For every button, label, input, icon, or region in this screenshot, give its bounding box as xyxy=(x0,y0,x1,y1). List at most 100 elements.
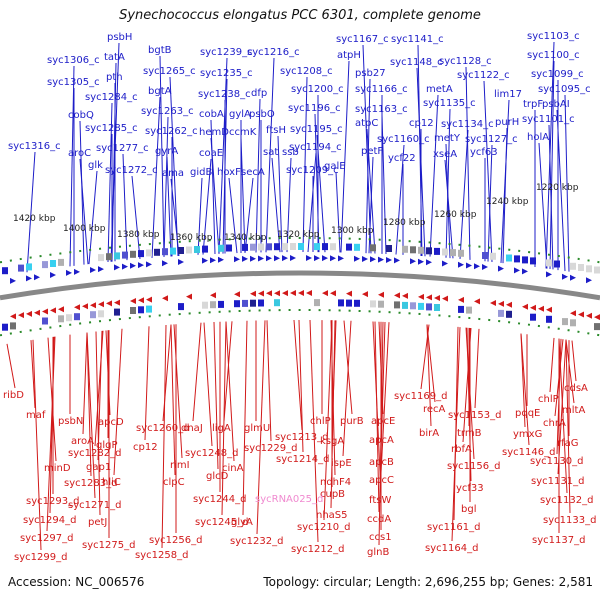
reverse-gene-arrow xyxy=(106,300,112,307)
reverse-gene-arrow xyxy=(418,293,424,300)
forward-gene-block xyxy=(122,251,128,259)
reverse-gene-arrow xyxy=(130,298,136,304)
reverse-gene-block xyxy=(562,318,568,326)
top-leader-line xyxy=(381,114,387,255)
bottom-leader-line xyxy=(256,320,266,535)
top-gene-label: syc1285_c xyxy=(85,123,138,134)
kbp-scale-label: 1340 kbp xyxy=(224,233,267,243)
top-gene-label: tatA xyxy=(104,52,125,63)
top-gene-label: ssb xyxy=(282,147,299,158)
top-gene-label: syc1306_c xyxy=(47,55,100,66)
reverse-gene-block xyxy=(378,300,384,308)
forward-gene-arrow xyxy=(562,273,568,280)
forward-gene-arrow xyxy=(210,257,216,264)
top-leader-line xyxy=(151,96,161,258)
bottom-leader-line xyxy=(323,320,333,521)
top-gene-label: syc1134_c xyxy=(441,119,494,130)
forward-gene-block xyxy=(554,260,560,268)
reverse-gene-arrow xyxy=(298,290,304,296)
bottom-gene-label: syc1137_d xyxy=(532,535,585,546)
forward-gene-arrow xyxy=(290,255,296,261)
reverse-gene-arrow xyxy=(274,290,280,297)
forward-gene-arrow xyxy=(546,271,552,278)
bottom-gene-label: syc1299_d xyxy=(14,552,67,563)
top-leader-line xyxy=(170,178,180,257)
reverse-gene-arrow xyxy=(490,300,496,306)
reverse-gene-arrow xyxy=(258,290,264,297)
top-gene-label: ycf22 xyxy=(388,153,416,164)
forward-gene-block xyxy=(250,243,256,251)
forward-gene-arrow xyxy=(114,264,120,271)
top-gene-label: syc1272_c xyxy=(105,165,158,176)
forward-gene-block xyxy=(386,245,392,252)
reverse-gene-block xyxy=(570,319,576,327)
top-gene-label: syc1128_c xyxy=(439,56,492,67)
top-leader-line xyxy=(564,94,570,272)
bottom-leader-line xyxy=(213,322,219,470)
reverse-gene-arrow xyxy=(346,290,352,297)
bottom-gene-label: psbN xyxy=(58,416,83,427)
forward-gene-block xyxy=(402,245,408,253)
top-gene-label: syc1235_c xyxy=(200,68,253,79)
reverse-gene-block xyxy=(58,315,64,323)
top-leader-line xyxy=(122,153,128,261)
top-gene-leader-lines xyxy=(26,41,570,273)
forward-gene-arrow xyxy=(282,255,288,262)
bottom-leader-line xyxy=(86,332,96,499)
forward-gene-block xyxy=(202,245,208,253)
bottom-gene-label: syc1282_d xyxy=(68,448,121,459)
top-gene-label: syc1208_c xyxy=(280,66,333,77)
bottom-gene-label: ksgA xyxy=(320,436,344,447)
rna-gene-label: sycRNA025_d xyxy=(255,494,323,505)
kbp-scale-label: 1240 kbp xyxy=(486,197,529,207)
bottom-leader-line xyxy=(293,319,303,431)
forward-gene-block xyxy=(514,255,520,263)
forward-gene-block xyxy=(154,248,160,256)
bottom-gene-label: syc1133_d xyxy=(543,515,596,526)
bottom-gene-label: syc1131_d xyxy=(531,476,584,487)
top-gene-label: purH xyxy=(495,117,519,128)
forward-gene-arrow xyxy=(242,255,248,262)
bottom-leader-line xyxy=(474,328,480,409)
top-gene-label: pth xyxy=(106,72,123,83)
reverse-gene-arrow xyxy=(570,310,576,317)
inner-tick-ring xyxy=(0,308,600,337)
reverse-gene-arrow xyxy=(42,308,48,315)
bottom-gene-label: chlP xyxy=(538,394,559,405)
reverse-gene-arrow xyxy=(330,290,336,297)
reverse-gene-arrow xyxy=(90,302,96,309)
top-gene-label: petF xyxy=(361,146,383,157)
bottom-gene-label: hliC xyxy=(102,477,121,488)
bottom-gene-label: apcB xyxy=(369,457,394,468)
top-gene-label: hemD xyxy=(199,127,229,138)
forward-gene-arrow xyxy=(474,263,480,270)
forward-gene-block xyxy=(594,266,600,274)
reverse-gene-arrow xyxy=(434,295,440,301)
reverse-gene-block xyxy=(410,302,416,310)
top-leader-line xyxy=(538,142,548,269)
bottom-gene-leader-lines xyxy=(6,319,577,551)
top-leader-line xyxy=(365,78,371,254)
top-leader-line xyxy=(302,76,308,253)
top-gene-label: syc1209_c xyxy=(286,165,339,176)
reverse-gene-arrow xyxy=(498,300,504,307)
bottom-leader-line xyxy=(309,320,319,543)
top-leader-line xyxy=(107,102,113,263)
bottom-gene-label: ribD xyxy=(3,390,24,401)
forward-gene-block xyxy=(186,246,192,254)
top-gene-label: sat xyxy=(263,147,278,158)
reverse-gene-arrow xyxy=(506,301,512,308)
top-gene-label: cobA xyxy=(199,109,224,120)
forward-gene-arrow xyxy=(202,257,208,264)
top-leader-line xyxy=(314,113,320,253)
top-leader-line xyxy=(218,57,228,254)
top-gene-label: syc1099_c xyxy=(531,69,584,80)
bottom-gene-label: syc1132_d xyxy=(540,495,593,506)
forward-gene-arrow xyxy=(354,255,360,262)
reverse-gene-block xyxy=(346,299,352,307)
reverse-gene-block xyxy=(434,304,440,311)
bottom-gene-label: ymxG xyxy=(513,429,542,440)
top-leader-line xyxy=(335,171,341,253)
top-leader-line xyxy=(169,76,179,257)
forward-gene-arrow xyxy=(122,263,128,270)
